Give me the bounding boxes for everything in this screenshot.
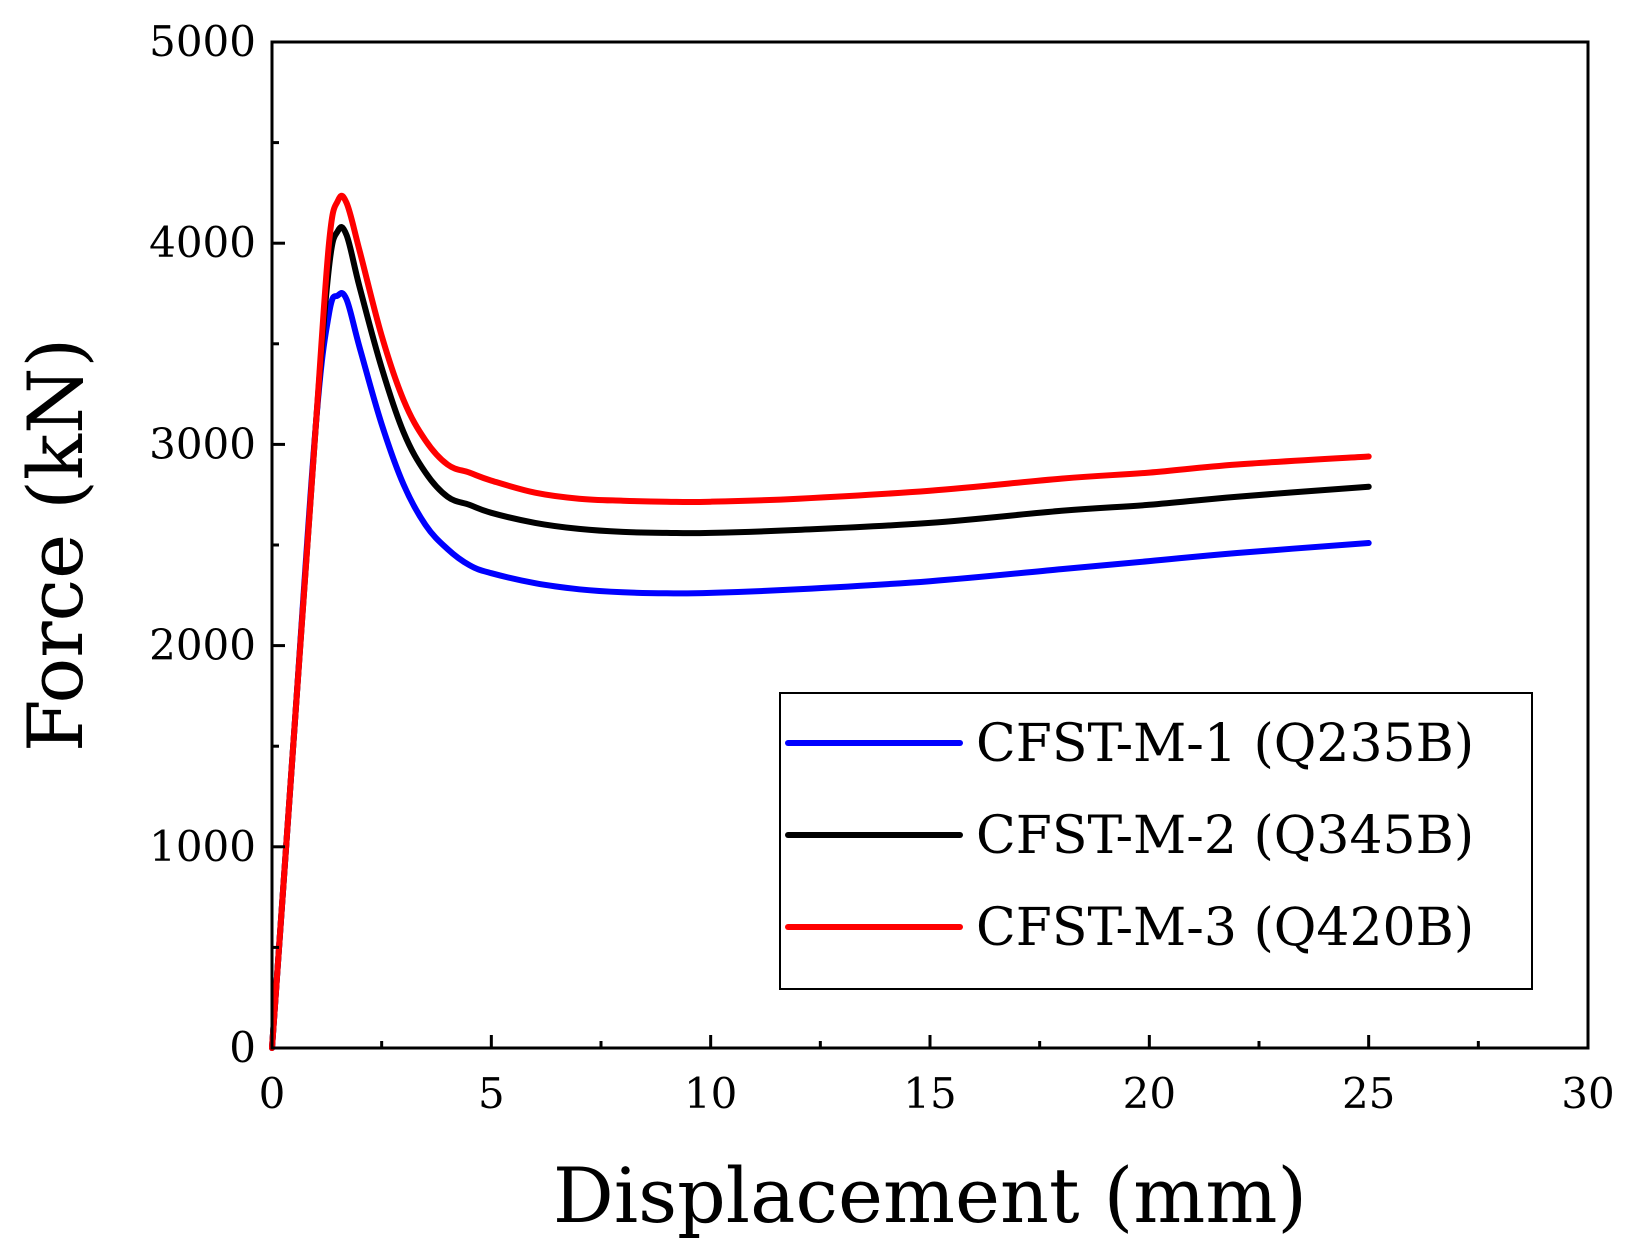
x-axis-title: Displacement (mm) — [553, 1151, 1307, 1240]
x-tick-label: 0 — [259, 1069, 286, 1118]
legend-label-2: CFST-M-2 (Q345B) — [976, 806, 1474, 866]
x-tick-label: 30 — [1561, 1069, 1614, 1118]
x-tick-label: 15 — [903, 1069, 956, 1118]
plot-series-group — [269, 192, 1372, 1051]
legend: CFST-M-1 (Q235B) CFST-M-2 (Q345B) CFST-M-3… — [779, 692, 1533, 990]
y-tick-label: 5000 — [149, 17, 256, 66]
y-tick-label: 0 — [229, 1023, 256, 1072]
y-tick-label: 3000 — [149, 419, 256, 468]
x-tick-label: 10 — [684, 1069, 737, 1118]
x-tick-label: 20 — [1123, 1069, 1176, 1118]
x-tick-label: 5 — [478, 1069, 505, 1118]
series-line-3 — [269, 192, 1372, 1051]
y-tick-label: 2000 — [149, 621, 256, 670]
y-tick-label: 1000 — [149, 822, 256, 871]
x-tick-label: 25 — [1342, 1069, 1395, 1118]
legend-label-1: CFST-M-1 (Q235B) — [976, 714, 1474, 774]
axes-group: 0 5 10 15 20 25 30 0 1000 2000 3000 4000 5000 — [149, 17, 1615, 1118]
y-tick-label: 4000 — [149, 218, 256, 267]
legend-label-3: CFST-M-3 (Q420B) — [976, 898, 1474, 958]
y-axis-title: Force (kN) — [11, 338, 100, 752]
